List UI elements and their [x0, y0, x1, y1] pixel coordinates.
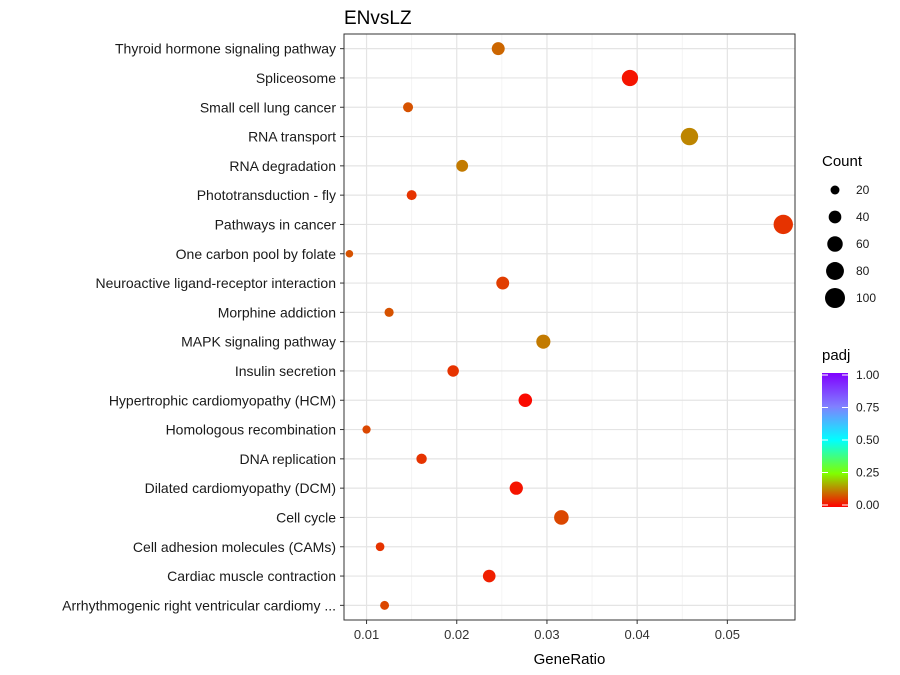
x-tick-label: 0.03 — [534, 627, 559, 642]
padj-legend-label: 0.25 — [856, 466, 880, 480]
data-point — [621, 69, 639, 87]
x-tick-label: 0.01 — [354, 627, 379, 642]
data-point — [447, 365, 459, 377]
data-point — [403, 102, 414, 113]
y-tick-label: RNA transport — [248, 129, 336, 145]
count-legend-title: Count — [822, 153, 863, 170]
data-point — [362, 425, 371, 434]
count-legend-label: 80 — [856, 264, 870, 278]
data-point — [380, 600, 390, 610]
count-legend-label: 100 — [856, 291, 876, 305]
x-axis-ticks: 0.01 0.02 0.03 0.04 0.05 — [354, 620, 740, 642]
data-point — [491, 42, 505, 56]
y-tick-label: Homologous recombination — [166, 422, 336, 438]
y-tick-label: Arrhythmogenic right ventricular cardiom… — [62, 597, 336, 613]
grid-lines — [344, 34, 795, 620]
data-point — [416, 453, 427, 465]
plot-background — [344, 34, 795, 620]
y-tick-label: Dilated cardiomyopathy (DCM) — [145, 480, 336, 496]
data-point — [509, 481, 523, 495]
count-legend-label: 20 — [856, 183, 870, 197]
data-point — [496, 276, 510, 290]
x-tick-label: 0.04 — [624, 627, 649, 642]
count-legend-label: 40 — [856, 210, 870, 224]
data-point — [518, 393, 533, 408]
chart-title: ENvsLZ — [344, 8, 412, 29]
x-tick-label: 0.02 — [444, 627, 469, 642]
y-tick-label: Insulin secretion — [235, 363, 336, 379]
count-legend-key — [830, 185, 840, 195]
padj-legend-label: 0.75 — [856, 401, 880, 415]
count-legend-label: 60 — [856, 237, 870, 251]
padj-legend-label: 0.00 — [856, 498, 880, 512]
y-tick-label: Hypertrophic cardiomyopathy (HCM) — [109, 392, 336, 408]
y-tick-label: Cell cycle — [276, 509, 336, 525]
padj-legend-label: 0.50 — [856, 433, 880, 447]
data-point — [536, 334, 551, 349]
count-legend-key — [825, 288, 845, 308]
count-legend-key — [828, 210, 842, 224]
data-point — [680, 127, 699, 146]
padj-legend-label: 1.00 — [856, 368, 880, 382]
plot-panel-border — [343, 33, 796, 621]
y-tick-label: Cell adhesion molecules (CAMs) — [133, 539, 336, 555]
y-tick-label: MAPK signaling pathway — [181, 334, 336, 350]
count-legend-key — [827, 236, 843, 252]
padj-legend: padj 1.00 0.75 0.50 0.25 0.00 — [822, 347, 880, 512]
y-tick-label: DNA replication — [240, 451, 337, 467]
y-tick-label: Morphine addiction — [218, 304, 336, 320]
data-point — [384, 307, 394, 317]
y-tick-label: Phototransduction - fly — [197, 187, 336, 203]
x-axis-title: GeneRatio — [534, 651, 606, 668]
x-tick-label: 0.05 — [715, 627, 740, 642]
y-tick-label: Thyroid hormone signaling pathway — [115, 41, 336, 57]
data-point — [375, 542, 385, 552]
count-legend-key — [826, 262, 844, 280]
data-point — [345, 250, 354, 258]
y-tick-label: Spliceosome — [256, 70, 336, 86]
y-tick-label: RNA degradation — [229, 158, 336, 174]
data-point — [456, 159, 469, 172]
y-tick-label: Pathways in cancer — [215, 216, 337, 232]
y-tick-label: Neuroactive ligand-receptor interaction — [96, 275, 336, 291]
data-point — [554, 510, 569, 525]
data-points — [345, 42, 793, 610]
count-legend: Count 20 40 60 80 100 — [822, 153, 876, 308]
padj-legend-title: padj — [822, 347, 850, 364]
data-point — [482, 569, 496, 583]
data-point — [406, 190, 417, 201]
y-tick-label: One carbon pool by folate — [176, 246, 337, 262]
y-axis-labels: Thyroid hormone signaling pathway Spliceo… — [62, 41, 344, 613]
y-tick-label: Cardiac muscle contraction — [167, 568, 336, 584]
y-tick-label: Small cell lung cancer — [200, 99, 337, 115]
data-point — [773, 214, 793, 235]
